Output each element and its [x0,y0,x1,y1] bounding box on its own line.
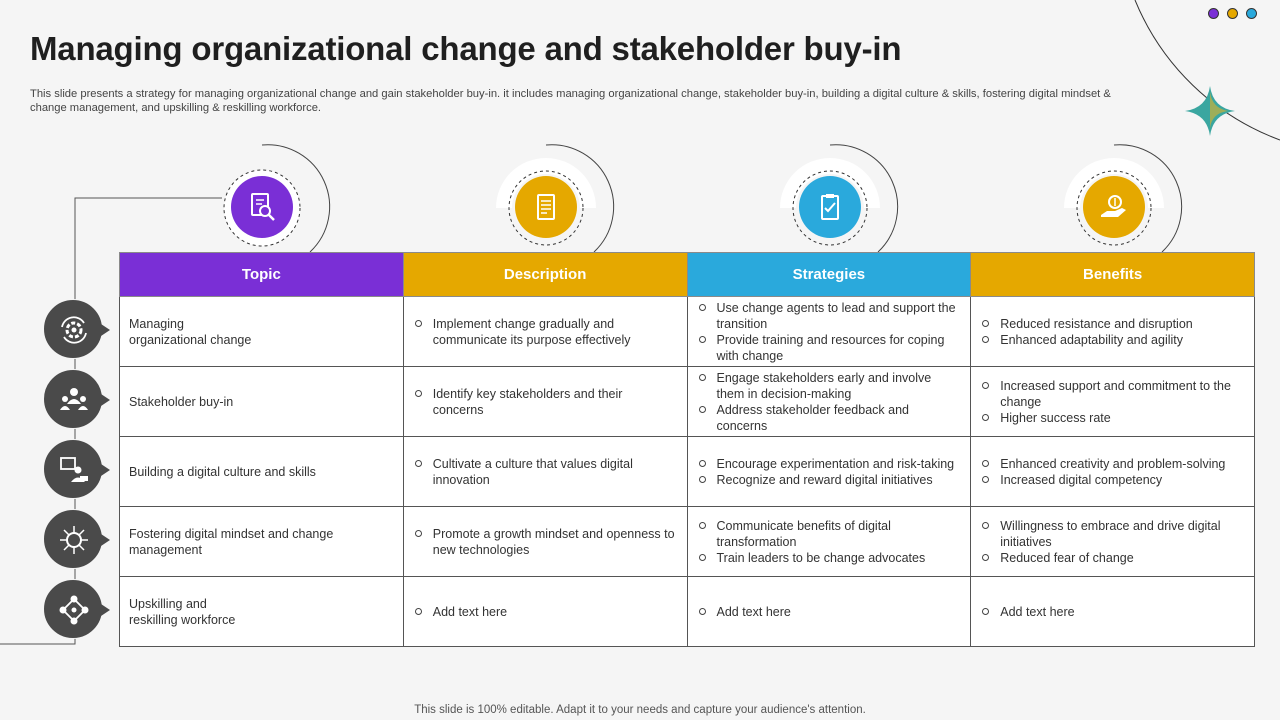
slide-dots [1208,8,1257,19]
list-item: Implement change gradually and communica… [414,316,677,348]
document-icon [537,194,555,220]
strategies-cell: Encourage experimentation and risk-takin… [686,436,972,507]
document-search-icon [251,193,275,221]
topic-cell: Stakeholder buy-in [119,366,404,437]
slide-title: Managing organizational change and stake… [30,30,902,67]
list-item: Higher success rate [981,410,1244,426]
description-cell: Add text here [402,576,688,647]
clipboard-icon [821,194,839,220]
row-icon-4 [43,509,110,569]
description-list: Identify key stakeholders and their conc… [414,386,677,418]
list-item: Provide training and resources for copin… [698,332,961,364]
table-row: Fostering digital mindset and change man… [119,506,1255,577]
list-item: Enhanced creativity and problem-solving [981,456,1244,472]
gear-arrows-icon [61,316,87,344]
list-item: Train leaders to be change advocates [698,550,961,566]
benefits-list: Willingness to embrace and drive digital… [981,518,1244,566]
digital-learning-icon [60,457,88,482]
list-item: Communicate benefits of digital transfor… [698,518,961,550]
description-cell: Cultivate a culture that values digital … [402,436,688,507]
topic-cell: Managing organizational change [119,296,404,367]
benefits-cell: Willingness to embrace and drive digital… [970,506,1255,577]
row-icon-3 [43,439,110,499]
topic-header-icon [231,176,293,238]
list-item: Encourage experimentation and risk-takin… [698,456,961,472]
list-item: Enhanced adaptability and agility [981,332,1244,348]
benefits-cell: Reduced resistance and disruption Enhance… [970,296,1255,367]
benefits-cell: Enhanced creativity and problem-solving I… [970,436,1255,507]
row-icon-5 [43,579,110,639]
topic-cell: Upskilling and reskilling workforce [119,576,404,647]
benefits-list: Enhanced creativity and problem-solving I… [981,456,1244,488]
table-header-row: Topic Description Strategies Benefits [119,252,1255,297]
header-topic: Topic [119,252,404,297]
list-item: Add text here [414,604,677,620]
topic-text: Fostering digital mindset and change man… [129,526,334,557]
benefits-cell: Increased support and commitment to the … [970,366,1255,437]
list-item: Reduced resistance and disruption [981,316,1244,332]
table-row: Stakeholder buy-in Identify key stakehold… [119,366,1255,437]
description-list: Cultivate a culture that values digital … [414,456,677,488]
money-hand-icon [1101,195,1126,217]
strategies-cell: Add text here [686,576,972,647]
strategy-table: Topic Description Strategies Benefits Ma… [119,252,1255,647]
benefits-list: Reduced resistance and disruption Enhance… [981,316,1244,348]
description-list: Promote a growth mindset and openness to… [414,526,677,558]
list-item: Cultivate a culture that values digital … [414,456,677,488]
topic-text: Upskilling and reskilling workforce [129,596,236,627]
benefits-cell: Add text here [970,576,1255,647]
benefits-header-icon [1083,176,1145,238]
network-icon [59,595,89,625]
description-cell: Promote a growth mindset and openness to… [402,506,688,577]
slide-footer: This slide is 100% editable. Adapt it to… [414,704,866,716]
blue-dot [1246,8,1257,19]
list-item: Promote a growth mindset and openness to… [414,526,677,558]
purple-dot [1208,8,1219,19]
row-icon-1 [43,299,110,359]
header-strategies: Strategies [686,252,972,297]
list-item: Increased digital competency [981,472,1244,488]
row-icon-2 [43,369,110,429]
strategies-list: Use change agents to lead and support th… [698,300,961,364]
strategies-list: Add text here [698,604,961,620]
table-row: Managing organizational change Implement … [119,296,1255,367]
topic-cell: Building a digital culture and skills [119,436,404,507]
description-header-icon [515,176,577,238]
strategies-cell: Use change agents to lead and support th… [686,296,972,367]
list-item: Add text here [981,604,1244,620]
list-item: Use change agents to lead and support th… [698,300,961,332]
list-item: Identify key stakeholders and their conc… [414,386,677,418]
topic-cell: Fostering digital mindset and change man… [119,506,404,577]
strategies-list: Communicate benefits of digital transfor… [698,518,961,566]
strategies-header-icon [799,176,861,238]
slide-subtitle: This slide presents a strategy for manag… [30,88,1111,114]
benefits-list: Increased support and commitment to the … [981,378,1244,426]
list-item: Engage stakeholders early and involve th… [698,370,961,402]
table-row: Upskilling and reskilling workforce Add t… [119,576,1255,647]
team-icon [60,388,88,410]
description-list: Implement change gradually and communica… [414,316,677,348]
list-item: Increased support and commitment to the … [981,378,1244,410]
list-item: Recognize and reward digital initiatives [698,472,961,488]
topic-text: Stakeholder buy-in [129,394,234,409]
table-row: Building a digital culture and skills Cul… [119,436,1255,507]
list-item: Willingness to embrace and drive digital… [981,518,1244,550]
header-description: Description [402,252,688,297]
strategies-list: Encourage experimentation and risk-takin… [698,456,961,488]
topic-text: Managing organizational change [129,316,252,347]
benefits-list: Add text here [981,604,1244,620]
description-cell: Identify key stakeholders and their conc… [402,366,688,437]
strategies-cell: Engage stakeholders early and involve th… [686,366,972,437]
yellow-dot [1227,8,1238,19]
topic-text: Building a digital culture and skills [129,464,316,479]
list-item: Add text here [698,604,961,620]
description-cell: Implement change gradually and communica… [402,296,688,367]
header-benefits: Benefits [970,252,1255,297]
strategies-cell: Communicate benefits of digital transfor… [686,506,972,577]
strategies-list: Engage stakeholders early and involve th… [698,370,961,434]
description-list: Add text here [414,604,677,620]
brain-circuit-icon [60,526,88,554]
list-item: Reduced fear of change [981,550,1244,566]
list-item: Address stakeholder feedback and concern… [698,402,961,434]
